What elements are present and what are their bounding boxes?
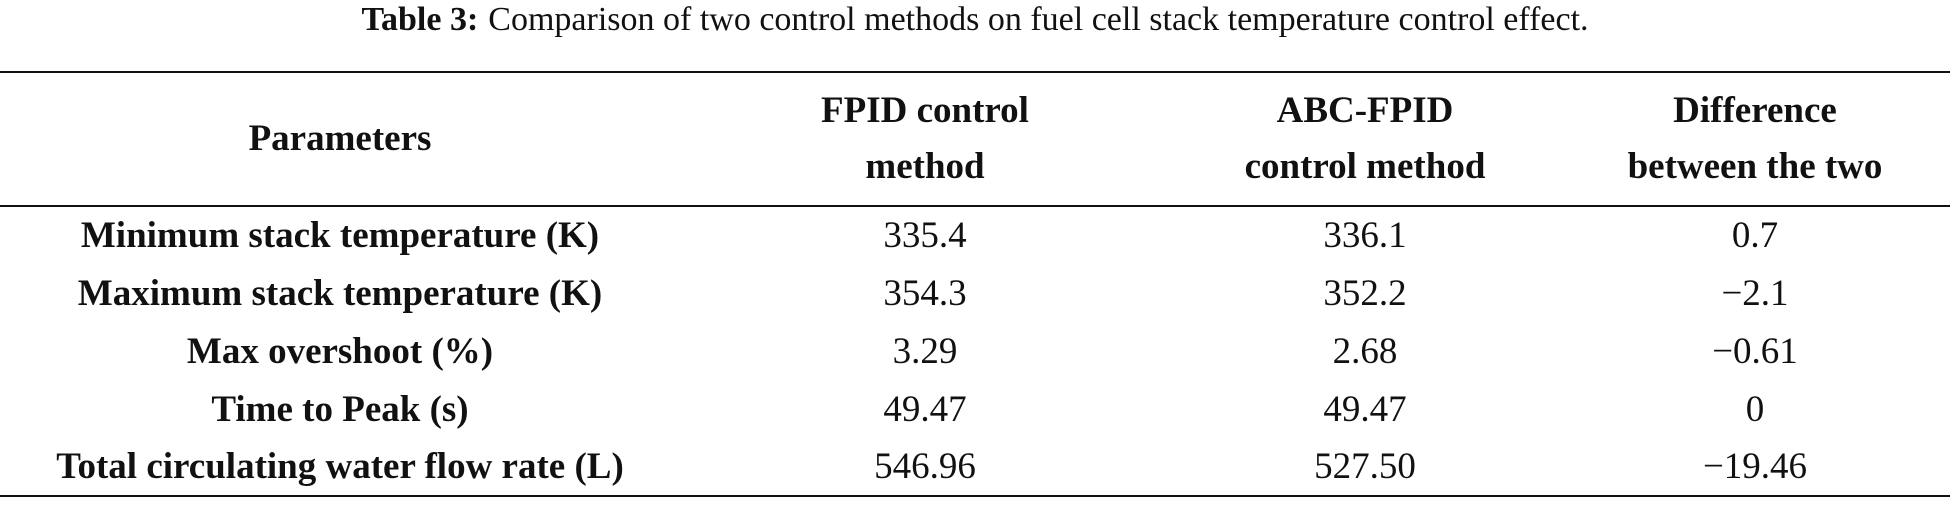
cell: 0 — [1745, 388, 1765, 430]
header-row: Parameters FPID control method ABC-FPID cont… — [0, 72, 1950, 206]
table-row: Maximum stack temperature (K) 354.3 352.2 −… — [0, 264, 1950, 322]
header-cell: ABC-FPID control method — [1170, 72, 1560, 206]
cell: −19.46 — [1702, 446, 1808, 487]
row-label: Total circulating water flow rate (L) — [56, 446, 624, 487]
row-label: Maximum stack temperature (K) — [77, 272, 603, 314]
header-cell: FPID control method — [680, 72, 1170, 206]
table-row: Total circulating water flow rate (L) 546… — [0, 438, 1950, 496]
header-text: method — [865, 146, 985, 187]
cell: −2.1 — [1721, 272, 1789, 314]
data-table: Parameters FPID control method ABC-FPID cont… — [0, 71, 1950, 497]
header-cell: Difference between the two — [1560, 72, 1950, 206]
header-text: ABC-FPID — [1276, 90, 1454, 131]
header-text: between the two — [1627, 146, 1883, 187]
caption-label: Table 3: — [361, 1, 479, 38]
row-label: Max overshoot (%) — [186, 330, 494, 372]
cell: −0.61 — [1712, 330, 1798, 372]
caption-text: Comparison of two control methods on fue… — [488, 1, 1589, 38]
cell: 354.3 — [883, 272, 967, 314]
row-label: Time to Peak (s) — [211, 388, 469, 430]
cell: 3.29 — [892, 330, 958, 372]
table-caption: Table 3: Comparison of two control method… — [0, 0, 1950, 40]
table-row: Max overshoot (%) 3.29 2.68 −0.61 — [0, 322, 1950, 380]
cell: 335.4 — [883, 215, 967, 256]
table-row: Time to Peak (s) 49.47 49.47 0 — [0, 380, 1950, 438]
table-body: Minimum stack temperature (K) 335.4 336.1 0… — [0, 206, 1950, 496]
row-label: Minimum stack temperature (K) — [80, 215, 600, 256]
header-text: Difference — [1673, 90, 1837, 131]
cell: 527.50 — [1314, 446, 1416, 487]
header-text: control method — [1244, 146, 1486, 187]
cell: 49.47 — [883, 388, 967, 430]
cell: 336.1 — [1323, 215, 1407, 256]
table-header: Parameters FPID control method ABC-FPID cont… — [0, 72, 1950, 206]
cell: 49.47 — [1323, 388, 1407, 430]
header-text: FPID control — [821, 90, 1029, 131]
cell: 0.7 — [1731, 215, 1779, 256]
cell: 2.68 — [1332, 330, 1398, 372]
header-cell: Parameters — [0, 72, 680, 206]
cell: 352.2 — [1323, 272, 1407, 314]
cell: 546.96 — [874, 446, 976, 487]
header-text: Parameters — [248, 118, 432, 159]
table-row: Minimum stack temperature (K) 335.4 336.1 0… — [0, 206, 1950, 264]
